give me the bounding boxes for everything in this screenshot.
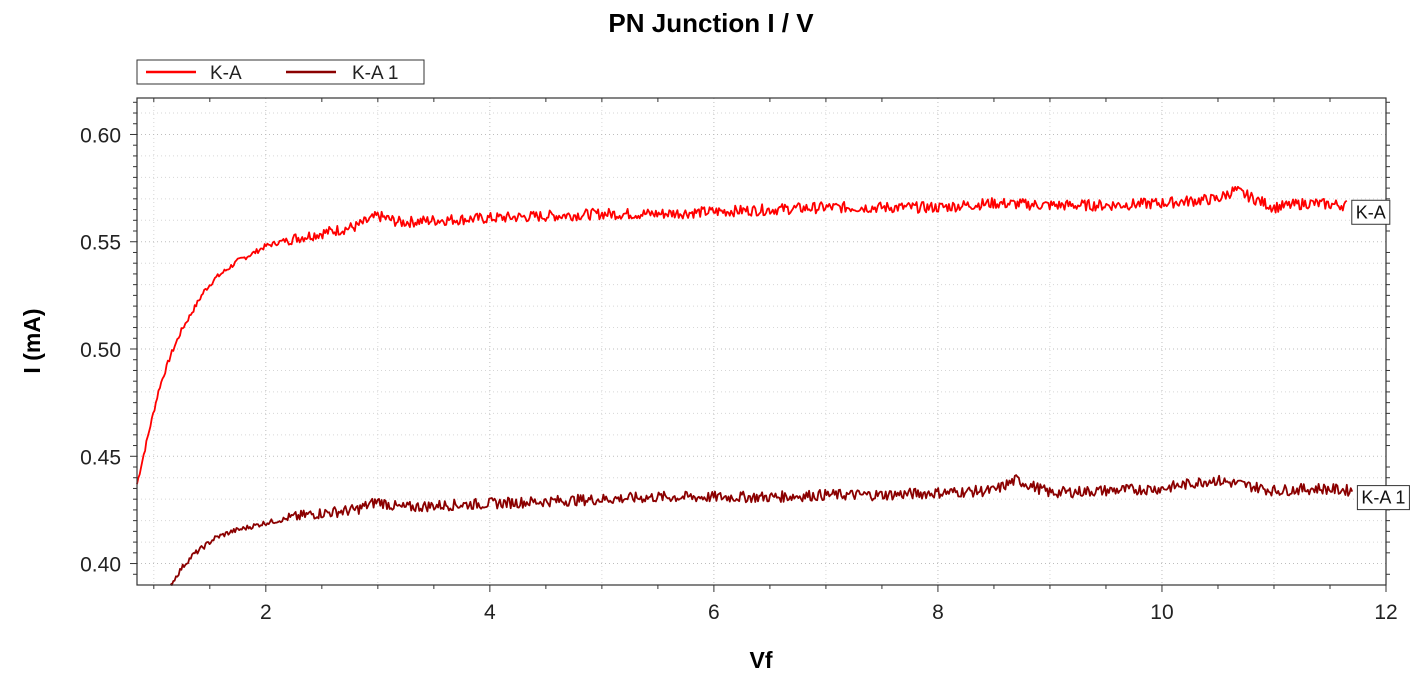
plot-area-frame [136, 97, 1387, 586]
end-label-ka1: K-A 1 [1356, 485, 1410, 511]
y-tick-label: 0.60 [80, 124, 121, 147]
chart-title: PN Junction I / V [608, 8, 814, 38]
series-line-ka1 [169, 474, 1354, 586]
x-tick-label: 6 [708, 601, 720, 624]
x-tick-label: 4 [484, 601, 496, 624]
legend-label-ka: K-A [210, 63, 242, 84]
y-tick-label: 0.40 [80, 554, 121, 577]
axis-ticks: 2 4 6 8 10 12 0.40 0.45 0.50 0.55 0.60 [80, 98, 1398, 624]
x-tick-label: 12 [1374, 601, 1397, 624]
y-tick-label: 0.55 [80, 232, 121, 255]
series-end-labels: K-A K-A 1 [1351, 199, 1410, 511]
end-label-box [1351, 199, 1391, 225]
end-label-box [1356, 485, 1410, 511]
y-axis-label: I (mA) [19, 308, 45, 373]
gridlines [137, 98, 1387, 585]
y-tick-label: 0.50 [80, 339, 121, 362]
x-tick-label: 8 [932, 601, 944, 624]
x-axis-label: Vf [750, 647, 773, 673]
end-label-text: K-A 1 [1361, 488, 1405, 508]
series-layer [136, 185, 1354, 586]
x-tick-label: 2 [260, 601, 272, 624]
x-tick-label: 10 [1150, 601, 1173, 624]
end-label-text: K-A [1356, 202, 1386, 222]
series-line-ka [136, 185, 1348, 485]
legend-label-ka1: K-A 1 [352, 63, 398, 84]
end-label-ka: K-A [1351, 199, 1391, 225]
y-tick-label: 0.45 [80, 446, 121, 469]
legend: K-A K-A 1 [136, 59, 425, 85]
